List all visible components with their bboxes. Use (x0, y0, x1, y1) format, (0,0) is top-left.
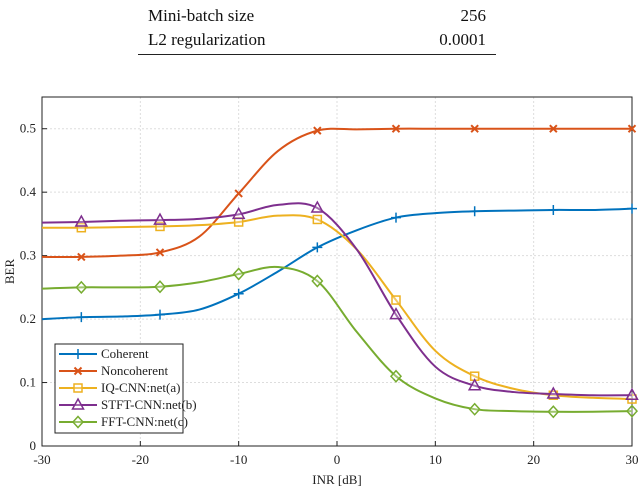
diamond-marker (153, 280, 167, 294)
triangle-marker (153, 212, 167, 225)
plus-marker (76, 312, 87, 323)
x-marker (470, 124, 479, 133)
table-row: Mini-batch size 256 (138, 4, 496, 28)
plus-marker (73, 349, 83, 359)
y-tick-label: 0 (30, 438, 37, 453)
legend-item: IQ-CNN:net(a) (59, 380, 180, 395)
legend-item: FFT-CNN:net(c) (59, 414, 188, 429)
x-marker (313, 126, 322, 135)
x-tick-label: 20 (527, 452, 540, 467)
y-tick-label: 0.2 (20, 311, 36, 326)
series-coherent (41, 203, 637, 323)
square-marker (312, 214, 323, 225)
y-axis-label: BER (2, 259, 17, 285)
x-marker (391, 124, 401, 133)
table-row: L2 regularization 0.0001 (138, 28, 496, 52)
triangle-marker (389, 307, 403, 320)
plus-marker (469, 206, 480, 217)
diamond-marker (232, 267, 245, 281)
diamond-marker (311, 274, 324, 288)
y-tick-label: 0.3 (20, 248, 36, 263)
series-line (41, 207, 633, 321)
legend-item: Coherent (59, 346, 149, 361)
x-marker (77, 252, 86, 262)
series-fft-cnn-net-c- (41, 265, 639, 419)
series-line (41, 127, 632, 258)
legend-item: Noncoherent (59, 363, 169, 378)
plus-marker (391, 212, 401, 223)
triangle-marker (467, 378, 482, 391)
x-tick-label: -20 (132, 452, 149, 467)
diamond-marker (547, 405, 560, 419)
x-marker (73, 366, 83, 376)
x-axis-label: INR [dB] (312, 472, 361, 487)
diamond-marker (389, 369, 403, 383)
y-tick-label: 0.1 (20, 375, 36, 390)
plus-marker (627, 203, 637, 214)
y-tick-label: 0.4 (20, 184, 37, 199)
x-tick-label: 0 (334, 452, 341, 467)
param-name: Mini-batch size (148, 6, 255, 25)
x-marker (234, 189, 243, 198)
param-value: 0.0001 (439, 30, 486, 49)
square-marker (73, 383, 83, 393)
square-marker (233, 217, 244, 227)
triangle-marker (71, 397, 85, 410)
series-stft-cnn-net-b- (41, 200, 639, 400)
plus-marker (233, 288, 244, 299)
legend-label: STFT-CNN:net(b) (101, 397, 197, 412)
series-line (41, 202, 633, 397)
plus-marker (155, 309, 165, 320)
diamond-marker (71, 415, 85, 429)
triangle-marker (310, 200, 325, 213)
series-noncoherent (41, 124, 637, 262)
x-tick-label: -30 (33, 452, 50, 467)
square-marker (76, 222, 87, 233)
x-marker (155, 248, 165, 257)
series-line (41, 265, 633, 413)
y-tick-label: 0.5 (20, 121, 36, 136)
triangle-marker (74, 214, 89, 227)
plot-frame (41, 96, 633, 447)
legend-label: Coherent (101, 346, 149, 361)
plus-marker (312, 242, 323, 253)
x-tick-label: 30 (626, 452, 639, 467)
hyperparameter-table: Mini-batch size 256 L2 regularization 0.… (138, 4, 496, 55)
param-value: 256 (460, 6, 487, 25)
param-name: L2 regularization (148, 30, 266, 49)
x-tick-label: 10 (429, 452, 442, 467)
square-marker (155, 221, 165, 232)
legend-label: Noncoherent (101, 363, 169, 378)
legend-label: FFT-CNN:net(c) (101, 414, 188, 429)
triangle-marker (546, 386, 561, 399)
x-marker (627, 124, 637, 133)
diamond-marker (75, 280, 88, 294)
plus-marker (548, 204, 559, 215)
square-marker (391, 295, 401, 305)
diamond-marker (625, 404, 639, 418)
diamond-marker (468, 402, 481, 416)
x-marker (549, 124, 558, 133)
table-bottom-rule (138, 54, 496, 55)
legend: Coherent Noncoherent IQ-CNN:net(a) STFT-CNN… (54, 343, 197, 434)
legend-label: IQ-CNN:net(a) (101, 380, 180, 395)
x-tick-label: -10 (230, 452, 247, 467)
triangle-marker (625, 387, 639, 400)
legend-item: STFT-CNN:net(b) (59, 397, 197, 412)
triangle-marker (231, 206, 246, 220)
